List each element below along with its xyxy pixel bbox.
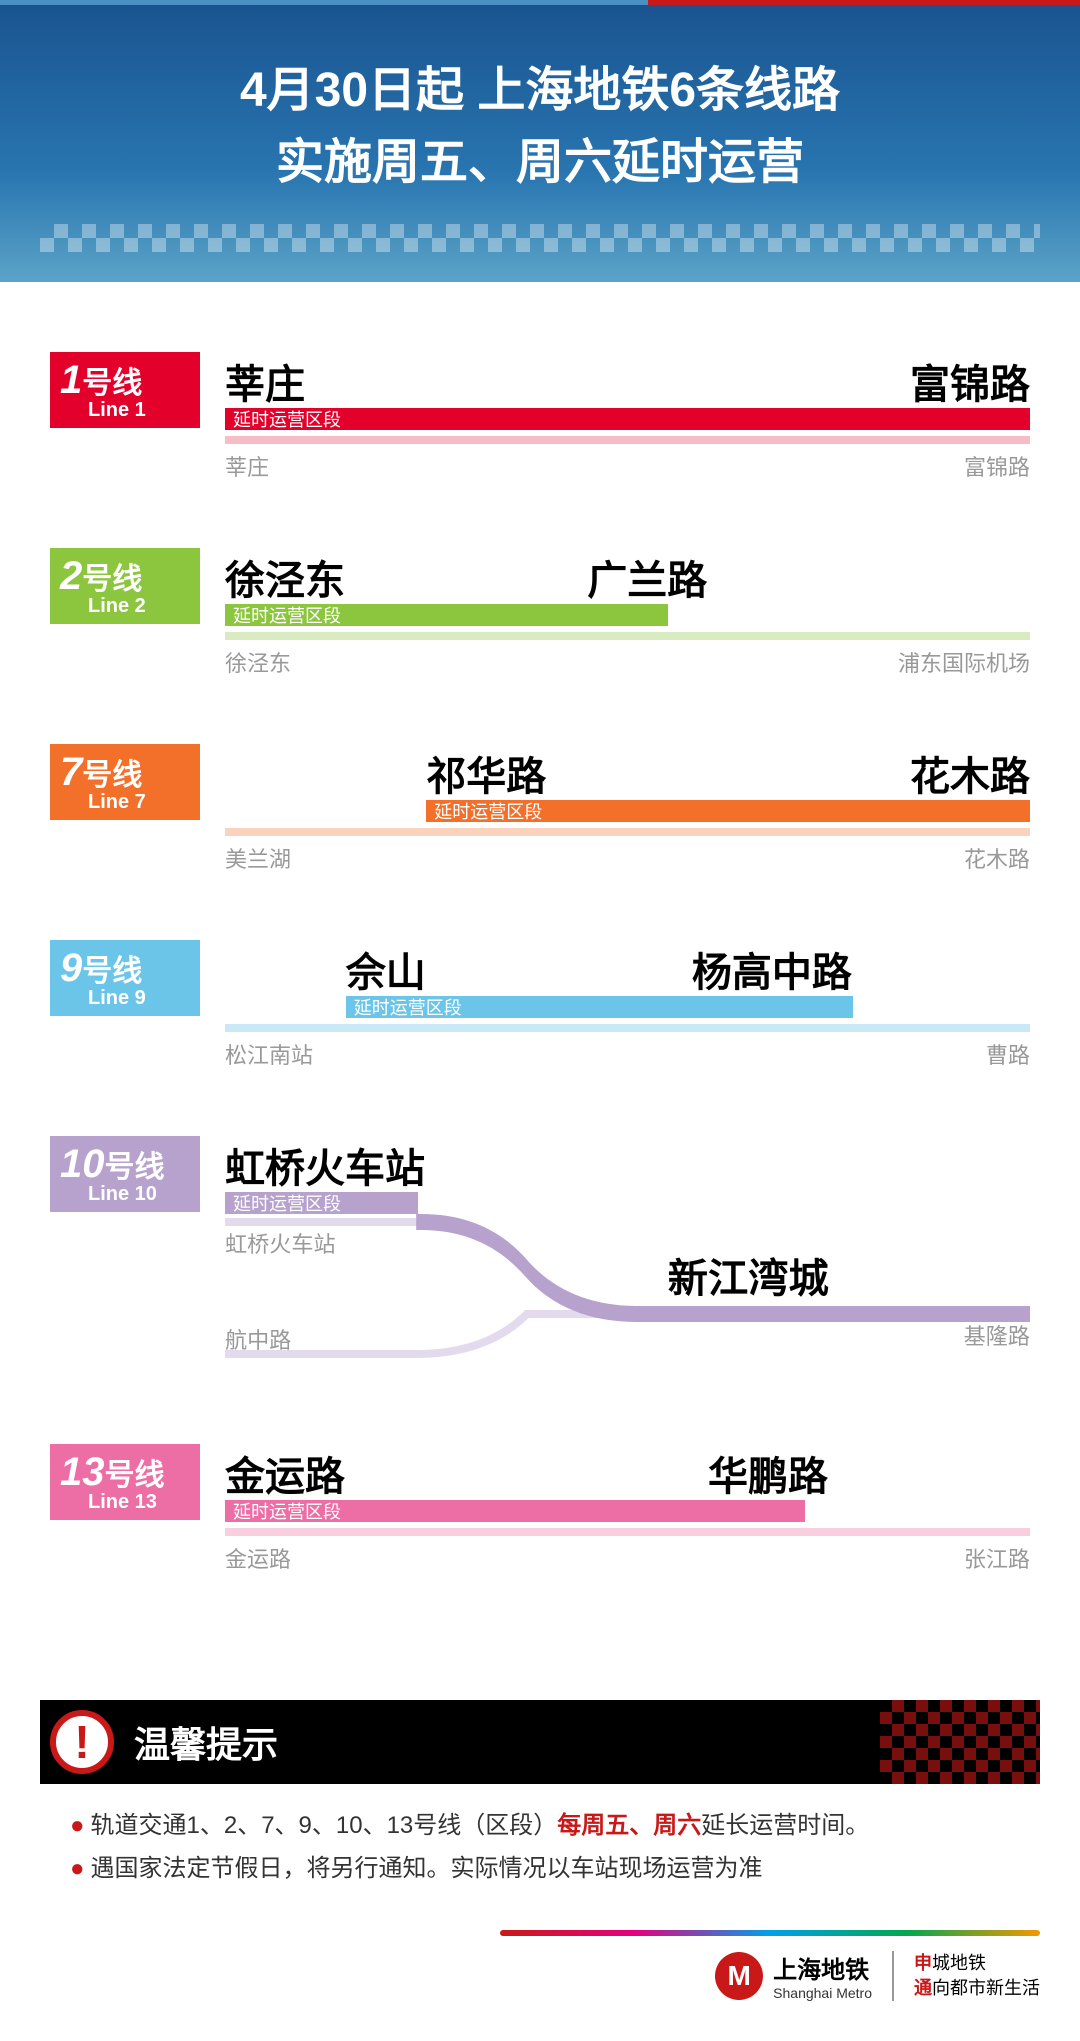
line-1-block: 1号线 Line 1 莘庄 富锦路 延时运营区段 莘庄 富锦 <box>50 352 1030 478</box>
line-7-badge: 7号线 Line 7 <box>50 744 200 820</box>
tips-body: ●轨道交通1、2、7、9、10、13号线（区段）每周五、周六延长运营时间。 ●遇… <box>40 1784 1040 1910</box>
tips-line2: ●遇国家法定节假日，将另行通知。实际情况以车站现场运营为准 <box>70 1847 1010 1890</box>
full-line-labels: 徐泾东 浦东国际机场 <box>225 646 1030 674</box>
alert-icon: ! <box>50 1710 114 1774</box>
full-line-labels: 莘庄 富锦路 <box>225 450 1030 478</box>
ext-stations: 祁华路 花木路 <box>225 744 1030 794</box>
line-9-track: 佘山 杨高中路 延时运营区段 松江南站 曹路 <box>225 940 1030 1066</box>
line-9-block: 9号线 Line 9 佘山 杨高中路 延时运营区段 松江南站 <box>50 940 1030 1066</box>
full-start-station: 松江南站 <box>225 1038 313 1070</box>
branch2-start-label: 航中路 <box>225 1328 291 1353</box>
full-line-bar <box>225 1024 1030 1032</box>
line-10-track: 虹桥火车站 延时运营区段 虹桥火车站 航中路 新江湾城 基隆路 <box>225 1136 1030 1374</box>
ext-stations: 莘庄 富锦路 <box>225 352 1030 402</box>
line-7-track: 祁华路 花木路 延时运营区段 美兰湖 花木路 <box>225 744 1030 870</box>
ext-stations: 金运路 华鹏路 <box>225 1444 1030 1494</box>
line-10-block: 10号线 Line 10 虹桥火车站 延时运营区段 虹桥火车站 航中路 <box>50 1136 1030 1374</box>
ext-segment-bar: 延时运营区段 <box>225 408 1030 430</box>
segment-label: 延时运营区段 <box>354 994 462 1020</box>
footer-rainbow-stripe <box>500 1930 1040 1936</box>
full-end-station: 曹路 <box>986 1038 1030 1070</box>
full-end-station: 花木路 <box>964 842 1030 874</box>
line-10-badge: 10号线 Line 10 <box>50 1136 200 1212</box>
segment-label: 延时运营区段 <box>233 1190 341 1216</box>
full-end-station: 基隆路 <box>964 1324 1030 1349</box>
brand-en: Shanghai Metro <box>773 1985 872 2001</box>
metro-logo: M 上海地铁 Shanghai Metro <box>715 1950 872 2001</box>
ext-end-station: 富锦路 <box>910 352 1030 410</box>
branch-bg-top <box>225 1222 1030 1314</box>
brand-cn: 上海地铁 <box>773 1950 872 1985</box>
ext-start-station: 佘山 <box>346 940 426 998</box>
footer: M 上海地铁 Shanghai Metro 申城地铁 通向都市新生活 <box>0 1930 1080 2041</box>
full-end-station: 浦东国际机场 <box>898 646 1030 678</box>
footer-divider <box>892 1951 894 2001</box>
line-13-badge: 13号线 Line 13 <box>50 1444 200 1520</box>
header-checker-pattern <box>40 224 1040 252</box>
line-13-track: 金运路 华鹏路 延时运营区段 金运路 张江路 <box>225 1444 1030 1570</box>
header-title: 4月30日起 上海地铁6条线路 实施周五、周六延时运营 <box>40 55 1040 199</box>
header-line2: 实施周五、周六延时运营 <box>276 136 804 189</box>
ext-start-station: 徐泾东 <box>225 548 345 606</box>
ext-start-station: 莘庄 <box>225 352 305 410</box>
tips-checker-pattern <box>880 1700 1040 1784</box>
line-7-block: 7号线 Line 7 祁华路 花木路 延时运营区段 美兰湖 <box>50 744 1030 870</box>
segment-label: 延时运营区段 <box>233 602 341 628</box>
full-line-bar <box>225 1528 1030 1536</box>
full-line-bar <box>225 436 1030 444</box>
ext-stations: 徐泾东 广兰路 <box>225 548 1030 598</box>
tips-line1: ●轨道交通1、2、7、9、10、13号线（区段）每周五、周六延长运营时间。 <box>70 1804 1010 1847</box>
tips-title: 温馨提示 <box>134 1716 278 1768</box>
segment-label: 延时运营区段 <box>233 406 341 432</box>
full-start-station: 莘庄 <box>225 450 269 482</box>
ext-stations: 佘山 杨高中路 <box>225 940 1030 990</box>
header-line1: 4月30日起 上海地铁6条线路 <box>240 64 840 117</box>
ext-end-station: 广兰路 <box>587 548 707 606</box>
full-start-station: 徐泾东 <box>225 646 291 678</box>
full-line-labels: 美兰湖 花木路 <box>225 842 1030 870</box>
ext-segment-bar: 延时运营区段 <box>346 996 853 1018</box>
lines-content: 1号线 Line 1 莘庄 富锦路 延时运营区段 莘庄 富锦 <box>0 282 1080 1670</box>
line-2-track: 徐泾东 广兰路 延时运营区段 徐泾东 浦东国际机场 <box>225 548 1030 674</box>
ext-segment-bar: 延时运营区段 <box>426 800 1030 822</box>
branch1-start-label: 虹桥火车站 <box>225 1232 336 1257</box>
full-line-bar <box>225 828 1030 836</box>
ext-start-station: 金运路 <box>225 1444 345 1502</box>
full-line-bar <box>225 632 1030 640</box>
line-13-block: 13号线 Line 13 金运路 华鹏路 延时运营区段 金运路 <box>50 1444 1030 1570</box>
line-10-branch-svg: 虹桥火车站 航中路 新江湾城 基隆路 <box>225 1214 1030 1374</box>
full-end-station: 富锦路 <box>964 450 1030 482</box>
logo-icon: M <box>715 1952 763 2000</box>
ext-stations: 虹桥火车站 <box>225 1136 1030 1186</box>
segment-label: 延时运营区段 <box>434 798 542 824</box>
full-line-labels: 金运路 张江路 <box>225 1542 1030 1570</box>
ext-end-station: 杨高中路 <box>692 940 852 998</box>
header-banner: 4月30日起 上海地铁6条线路 实施周五、周六延时运营 <box>0 5 1080 282</box>
segment-label: 延时运营区段 <box>233 1498 341 1524</box>
line-1-track: 莘庄 富锦路 延时运营区段 莘庄 富锦路 <box>225 352 1030 478</box>
ext-end-station: 花木路 <box>910 744 1030 802</box>
ext-end-station: 华鹏路 <box>708 1444 828 1502</box>
ext-end-station: 新江湾城 <box>668 1256 829 1301</box>
line-1-badge: 1号线 Line 1 <box>50 352 200 428</box>
full-end-station: 张江路 <box>964 1542 1030 1574</box>
line-2-badge: 2号线 Line 2 <box>50 548 200 624</box>
tips-header: ! 温馨提示 <box>40 1700 1040 1784</box>
ext-start-station: 祁华路 <box>426 744 546 802</box>
full-line-labels: 松江南站 曹路 <box>225 1038 1030 1066</box>
ext-segment-bar: 延时运营区段 <box>225 1500 805 1522</box>
ext-segment-bar: 延时运营区段 <box>225 1192 418 1214</box>
full-start-station: 金运路 <box>225 1542 291 1574</box>
logo-text: 上海地铁 Shanghai Metro <box>773 1950 872 2001</box>
full-start-station: 美兰湖 <box>225 842 291 874</box>
bullet-icon: ● <box>70 1855 85 1882</box>
line-9-badge: 9号线 Line 9 <box>50 940 200 1016</box>
ext-segment-bar: 延时运营区段 <box>225 604 668 626</box>
ext-start-station: 虹桥火车站 <box>225 1136 425 1194</box>
tips-section: ! 温馨提示 ●轨道交通1、2、7、9、10、13号线（区段）每周五、周六延长运… <box>40 1700 1040 1910</box>
bullet-icon: ● <box>70 1812 85 1839</box>
slogan: 申城地铁 通向都市新生活 <box>914 1951 1040 2001</box>
line-2-block: 2号线 Line 2 徐泾东 广兰路 延时运营区段 徐泾东 <box>50 548 1030 674</box>
